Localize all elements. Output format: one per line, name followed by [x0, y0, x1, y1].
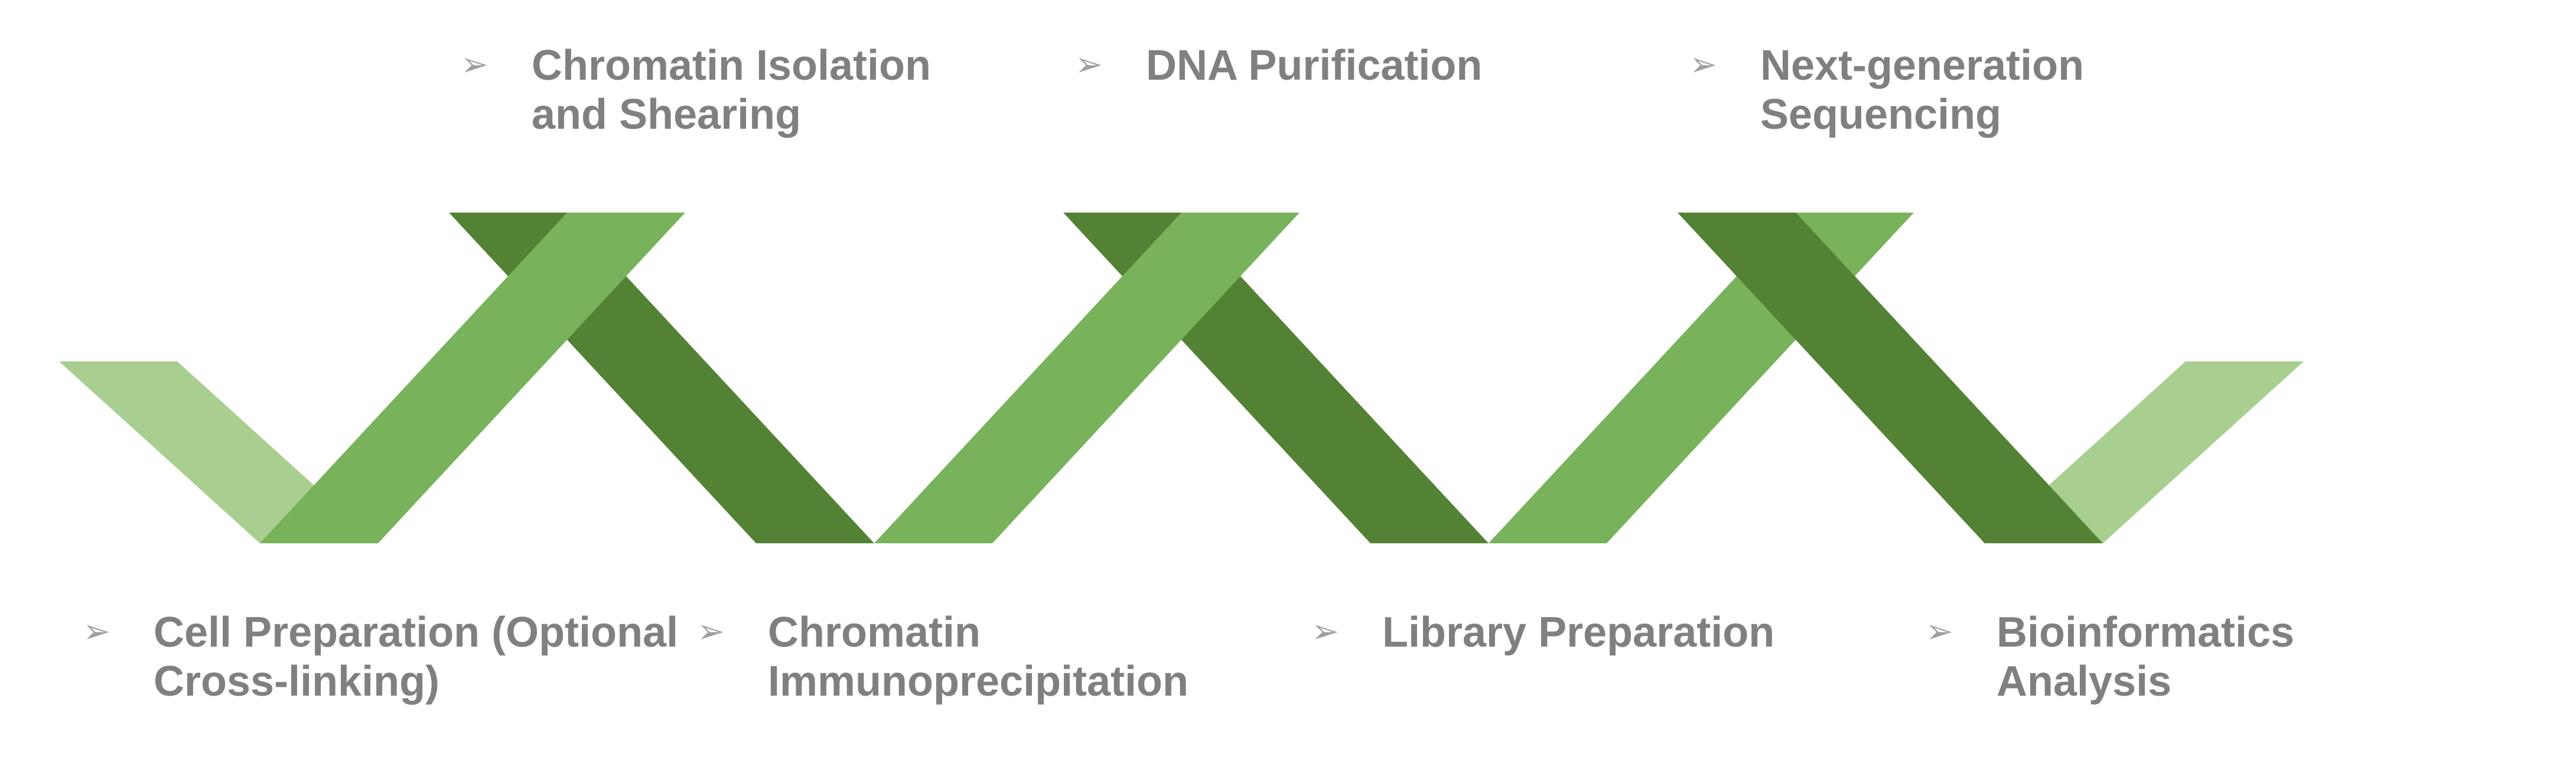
step-label: Bioinformatics Analysis — [1997, 608, 2294, 706]
step-label: Cell Preparation (Optional Cross-linking… — [154, 608, 678, 706]
step-label: Chromatin Immunoprecipitation — [768, 608, 1188, 706]
step-label: DNA Purification — [1146, 41, 1482, 90]
step-label: Next-generation Sequencing — [1760, 41, 2084, 139]
bullet-icon: ➢ — [1926, 612, 1953, 651]
bullet-icon: ➢ — [83, 612, 110, 651]
bullet-icon: ➢ — [1689, 45, 1717, 84]
step-label: Library Preparation — [1382, 608, 1774, 657]
bullet-icon: ➢ — [461, 45, 489, 84]
diagram-canvas: ➢ Chromatin Isolation and Shearing ➢ DNA Pu… — [0, 0, 2576, 773]
bullet-icon: ➢ — [1311, 612, 1339, 651]
step-label: Chromatin Isolation and Shearing — [532, 41, 931, 139]
bullet-icon: ➢ — [1075, 45, 1103, 84]
bullet-icon: ➢ — [697, 612, 725, 651]
